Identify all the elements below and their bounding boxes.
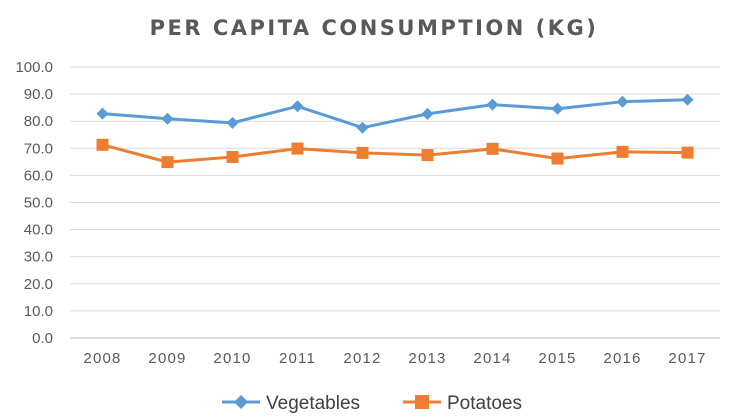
data-point	[616, 95, 629, 108]
y-tick-label: 50.0	[24, 195, 53, 212]
legend-marker	[234, 395, 248, 409]
data-point	[226, 150, 239, 163]
legend-item-vegetables: Vegetables	[222, 393, 360, 414]
data-point	[96, 107, 109, 120]
y-axis-tick-labels: 0.0 10.0 20.0 30.0 40.0 50.0 60.0 70.0 80.0 90.0 1…	[15, 59, 53, 347]
data-point	[486, 98, 499, 111]
y-tick-label: 40.0	[24, 222, 53, 239]
series-vegetables	[96, 93, 694, 134]
series-lines	[96, 93, 694, 169]
data-point	[421, 107, 434, 120]
y-tick-label: 10.0	[24, 303, 53, 320]
y-tick-label: 100.0	[15, 59, 53, 76]
data-point	[551, 152, 564, 165]
data-point	[161, 156, 174, 169]
data-point	[356, 121, 369, 134]
legend: Vegetables Potatoes	[222, 393, 522, 414]
data-point	[226, 116, 239, 129]
chart-title: PER CAPITA CONSUMPTION (KG)	[150, 16, 599, 40]
x-tick-label: 2015	[538, 350, 576, 367]
x-tick-label: 2016	[603, 350, 641, 367]
x-tick-label: 2008	[83, 350, 121, 367]
data-point	[551, 102, 564, 115]
data-point	[421, 149, 434, 162]
data-point	[356, 146, 369, 159]
y-tick-label: 90.0	[24, 86, 53, 103]
x-tick-label: 2014	[473, 350, 511, 367]
data-point	[681, 93, 694, 106]
x-tick-label: 2011	[279, 350, 316, 367]
y-tick-label: 60.0	[24, 167, 53, 184]
series-line	[102, 98, 688, 130]
series-potatoes	[96, 138, 694, 169]
x-tick-label: 2017	[668, 350, 706, 367]
legend-item-potatoes: Potatoes	[403, 393, 522, 414]
x-axis-tick-labels: 2008 2009 2010 2011 2012 2013 2014 2015 2016 2017	[83, 350, 706, 367]
data-point	[486, 142, 499, 155]
legend-marker	[415, 395, 429, 409]
y-tick-label: 0.0	[32, 330, 53, 347]
data-point	[161, 112, 174, 125]
data-point	[96, 138, 109, 151]
y-tick-label: 30.0	[24, 249, 53, 266]
x-tick-label: 2009	[148, 350, 186, 367]
data-point	[616, 145, 629, 158]
x-tick-label: 2010	[213, 350, 251, 367]
data-point	[291, 100, 304, 113]
legend-label: Potatoes	[447, 393, 522, 414]
data-point	[681, 146, 694, 159]
legend-label: Vegetables	[266, 393, 360, 414]
series-line	[102, 143, 688, 164]
x-tick-label: 2013	[408, 350, 446, 367]
y-tick-label: 70.0	[24, 140, 53, 157]
x-tick-label: 2012	[343, 350, 381, 367]
y-tick-label: 20.0	[24, 276, 53, 293]
y-tick-label: 80.0	[24, 113, 53, 130]
data-point	[291, 142, 304, 155]
